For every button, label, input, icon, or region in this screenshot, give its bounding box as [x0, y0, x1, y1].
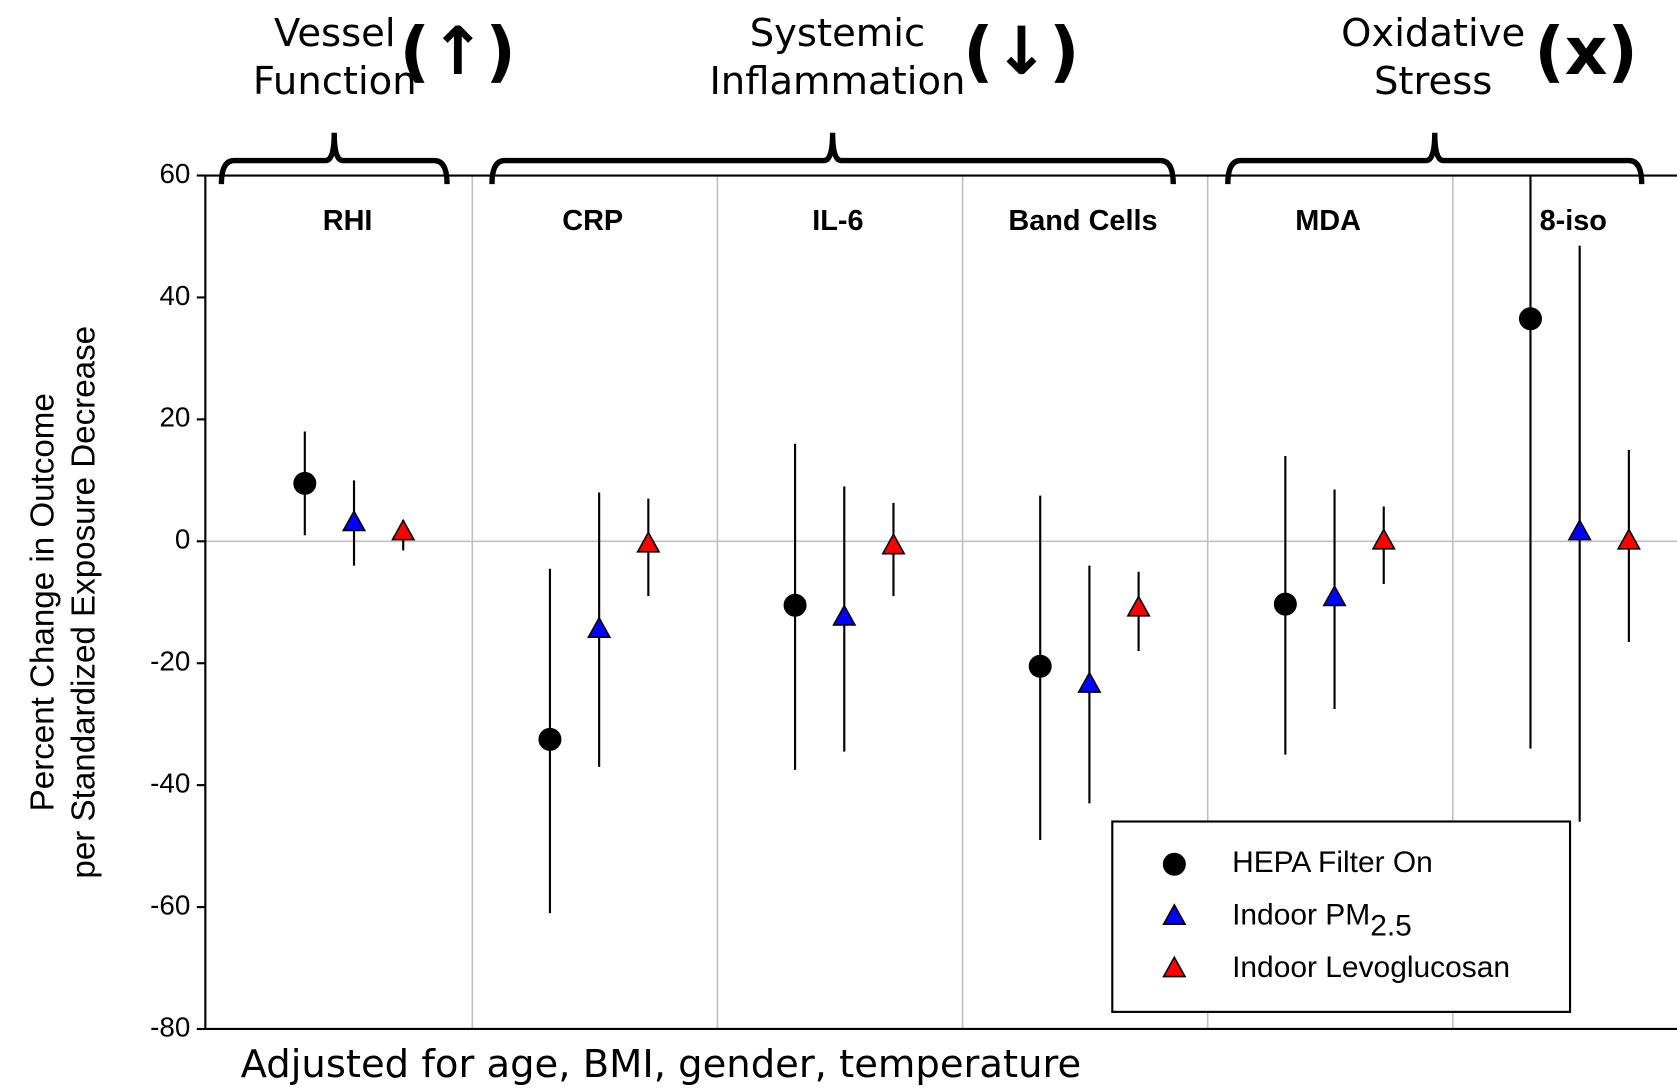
- legend-marker: [1162, 852, 1186, 876]
- y-tick-label: -80: [150, 1011, 190, 1042]
- data-point: [1371, 527, 1396, 550]
- y-tick-label: 40: [159, 280, 190, 311]
- category-label: RHI: [323, 205, 373, 237]
- y-tick-label: -20: [150, 646, 190, 677]
- data-point: [538, 727, 562, 751]
- category-label: CRP: [562, 205, 623, 237]
- legend-box: [1111, 820, 1572, 1013]
- data-point: [293, 471, 317, 495]
- data-point: [1273, 592, 1297, 616]
- category-label: MDA: [1295, 205, 1361, 237]
- group-symbol: (↓): [963, 12, 1079, 90]
- legend-label: Indoor PM2.5: [1232, 899, 1412, 943]
- y-tick-label: -40: [150, 767, 190, 798]
- group-label: Vessel: [274, 11, 396, 56]
- data-point: [1616, 527, 1641, 550]
- data-point: [341, 509, 367, 532]
- category-label: 8-iso: [1540, 205, 1607, 237]
- y-tick-label: -60: [150, 889, 190, 920]
- group-symbol: (x): [1534, 12, 1637, 90]
- data-point: [1322, 584, 1347, 607]
- data-point: [587, 616, 612, 638]
- footnote: Adjusted for age, BMI, gender, temperatu…: [241, 1042, 1081, 1087]
- group-label: Function: [253, 59, 417, 104]
- group-label: Stress: [1374, 59, 1492, 104]
- group-label: Inflammation: [709, 59, 965, 104]
- y-tick-label: 60: [159, 158, 190, 189]
- group-label: Systemic: [750, 11, 925, 56]
- y-tick-label: 20: [159, 402, 190, 433]
- legend-label: Indoor Levoglucosan: [1232, 951, 1510, 984]
- data-point: [636, 530, 661, 553]
- legend-marker: [1162, 955, 1187, 978]
- data-point: [1126, 594, 1151, 617]
- y-axis-label: per Standardized Exposure Decrease: [65, 326, 102, 879]
- group-symbol: (↑): [400, 12, 516, 90]
- category-label: IL-6: [812, 205, 863, 237]
- data-point: [832, 604, 857, 626]
- data-point: [1028, 654, 1052, 678]
- data-point: [1077, 671, 1102, 693]
- legend-marker: [1162, 903, 1187, 925]
- y-axis-label: Percent Change in Outcome: [25, 393, 62, 811]
- group-label: Oxidative: [1341, 11, 1525, 56]
- legend-label: HEPA Filter On: [1232, 846, 1433, 879]
- data-point: [881, 532, 906, 555]
- data-point: [391, 518, 416, 541]
- data-point: [1567, 518, 1592, 541]
- category-label: Band Cells: [1008, 205, 1157, 237]
- y-tick-label: 0: [175, 524, 190, 555]
- data-point: [783, 593, 807, 617]
- data-point: [1518, 307, 1542, 331]
